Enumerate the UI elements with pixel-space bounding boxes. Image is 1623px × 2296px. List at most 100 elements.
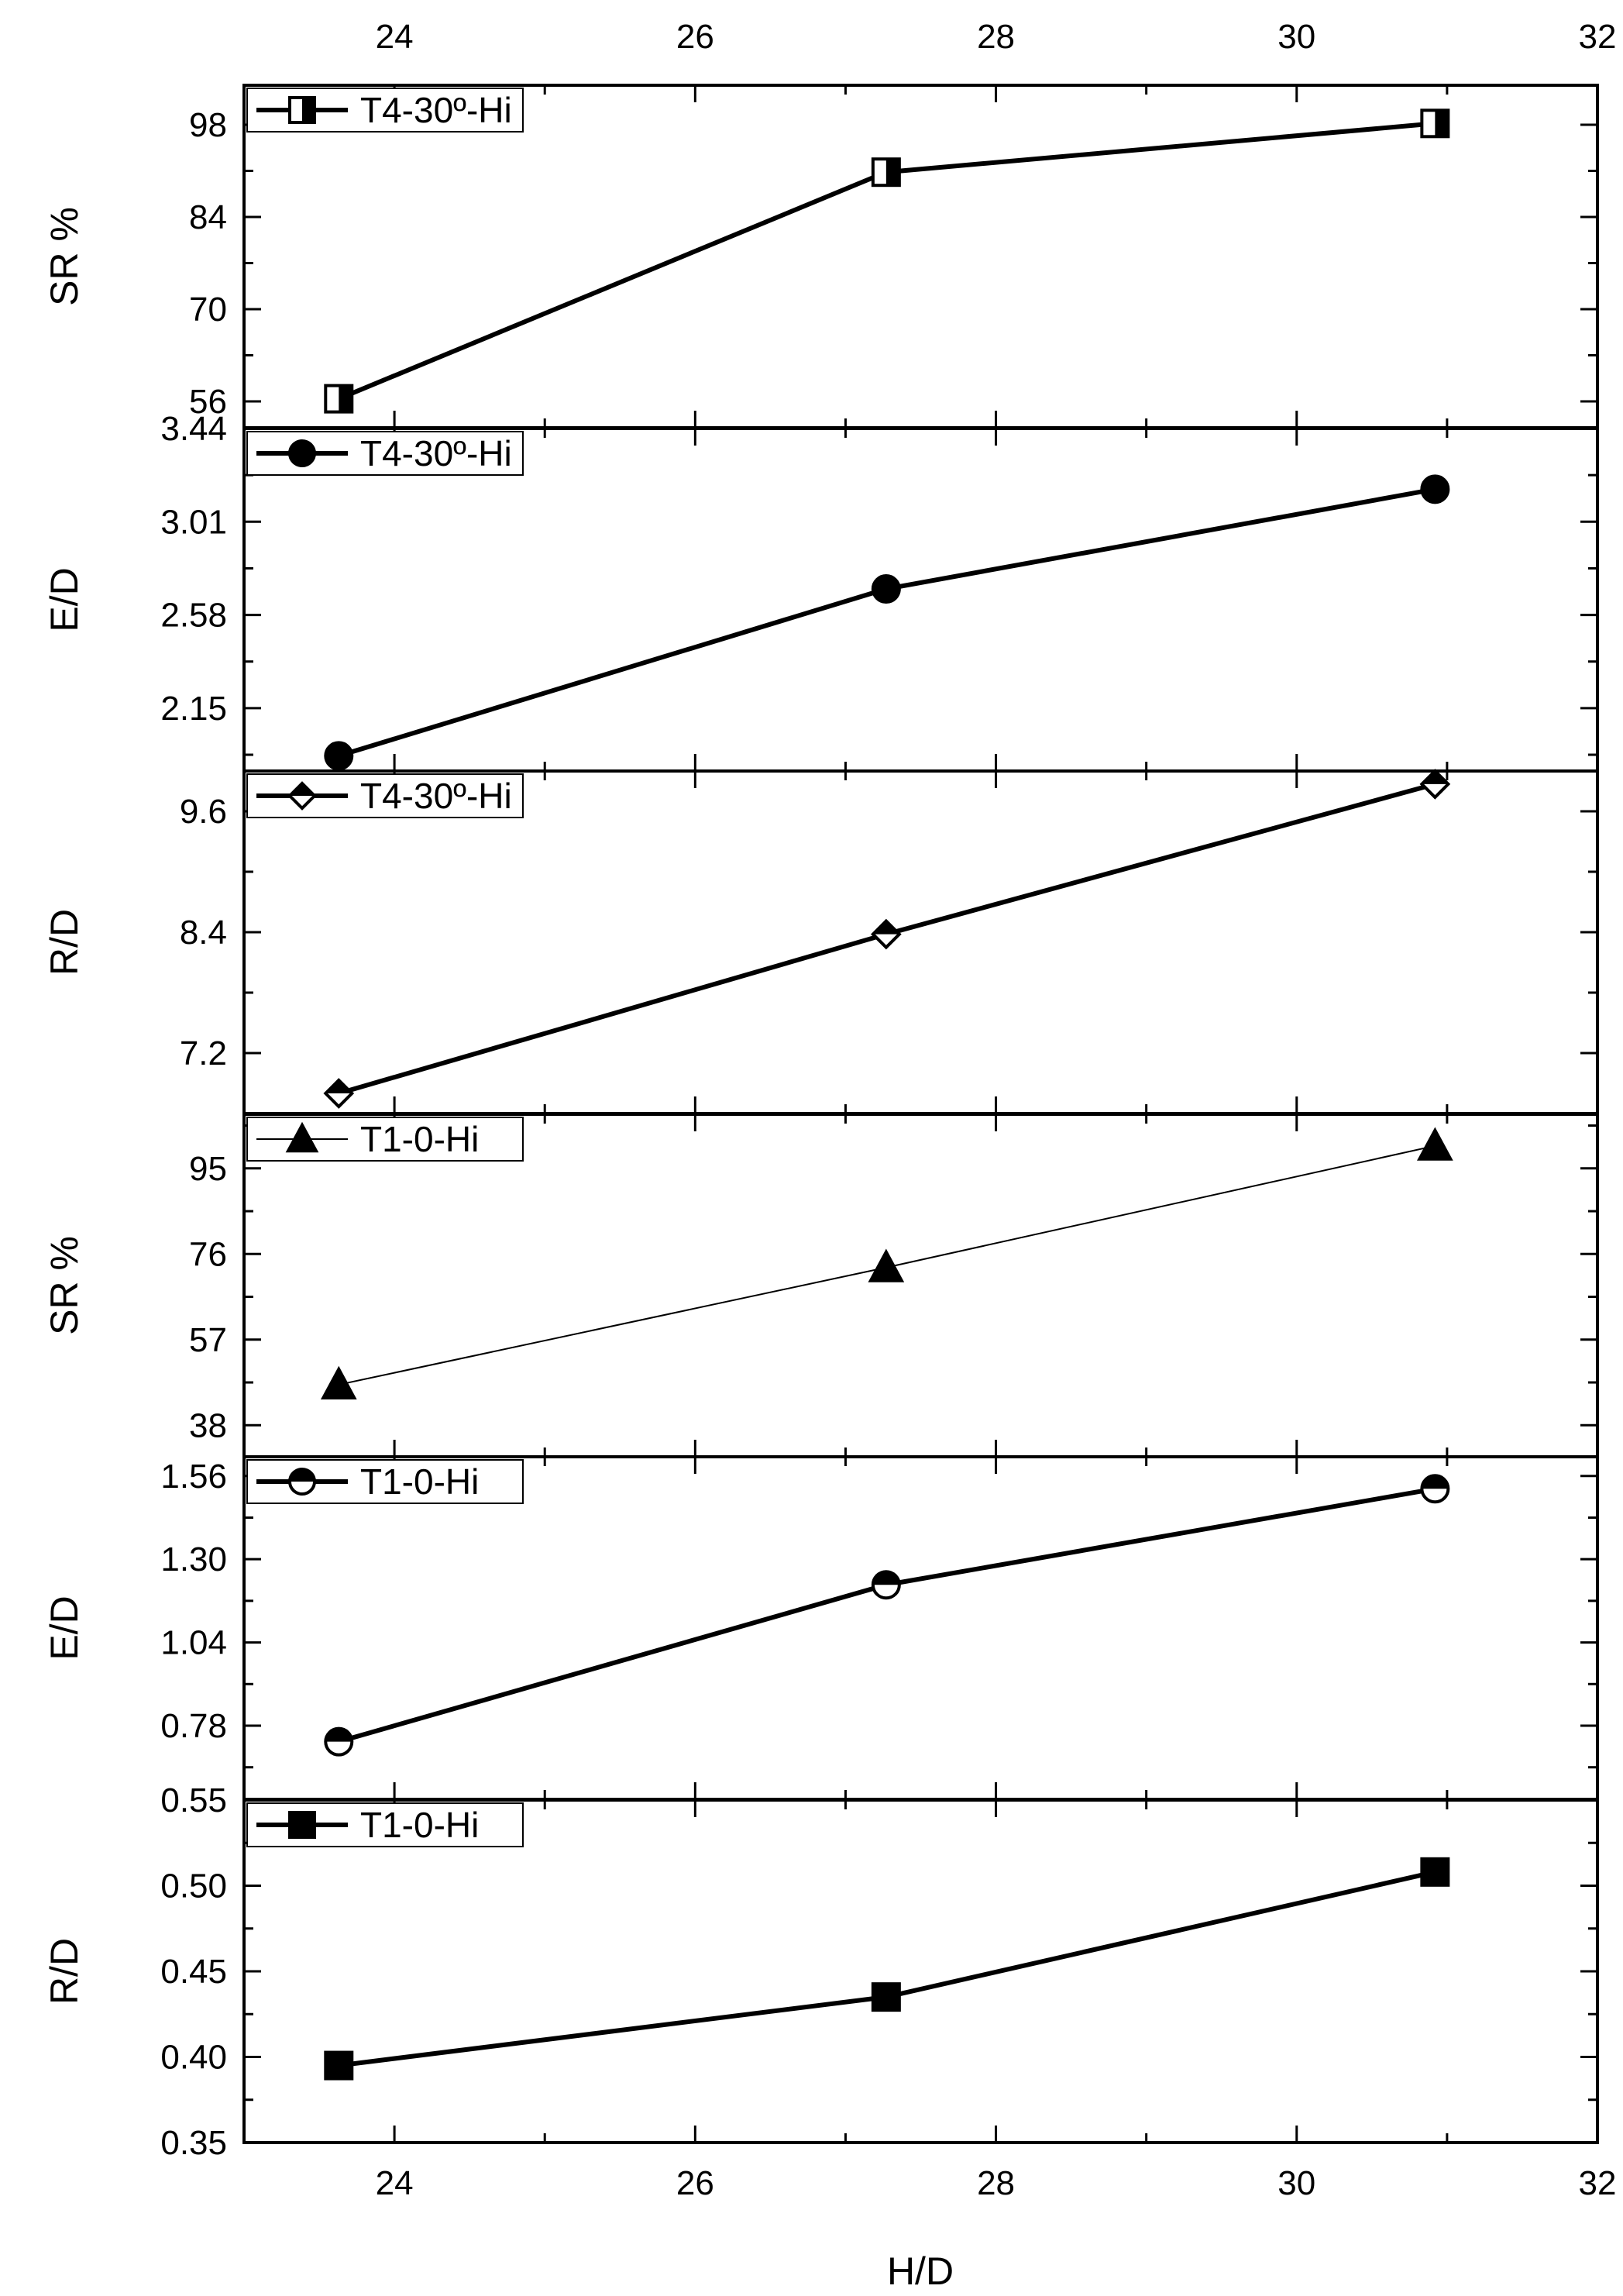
y-tick-label: 70 <box>189 291 227 329</box>
y-tick-label: 56 <box>189 383 227 421</box>
x-tick-label-top: 28 <box>977 18 1015 56</box>
y-tick-label: 95 <box>189 1150 227 1188</box>
legend-marker <box>288 96 316 124</box>
y-axis-title: R/D <box>43 909 86 976</box>
data-point <box>871 1982 901 2012</box>
data-point <box>871 918 902 950</box>
legend-marker <box>285 1121 319 1153</box>
top-x-axis: 24 26 28 30 32 <box>376 18 1617 56</box>
y-tick-label: 98 <box>189 106 227 144</box>
y-axis-title: SR % <box>43 207 86 306</box>
y-tick-label: 2.15 <box>160 690 227 728</box>
legend-label: T1-0-Hi <box>360 1805 479 1845</box>
legend-label: T4-30º-Hi <box>360 90 512 130</box>
data-point <box>868 1248 905 1282</box>
data-point <box>1420 1474 1450 1504</box>
x-axis-title: H/D <box>887 2250 954 2293</box>
data-point <box>1417 1127 1453 1161</box>
legend-marker <box>288 1811 316 1839</box>
x-tick-label-bottom: 26 <box>676 2164 714 2202</box>
series-line <box>338 1486 1436 1744</box>
panel-frame <box>242 1455 1599 1801</box>
data-point <box>1420 108 1450 139</box>
chart-panels: 56 70 84 98 SR % T4-30º-Hi 2.15 2.58 3.01 3.44 E/D… <box>43 84 1599 2162</box>
y-tick-label: 0.40 <box>160 2039 227 2077</box>
y-axis-ticks <box>244 123 1597 403</box>
legend-marker <box>288 1468 316 1496</box>
y-tick-label: 1.56 <box>160 1458 227 1496</box>
data-point <box>324 741 354 771</box>
legend-label: T1-0-Hi <box>360 1119 479 1159</box>
legend-box <box>246 1117 524 1162</box>
bottom-x-axis: 24 26 28 30 32 <box>376 2164 1617 2202</box>
data-point <box>871 574 901 604</box>
data-point <box>1420 1857 1450 1887</box>
x-axis-ticks <box>242 85 1599 428</box>
y-axis-ticks <box>244 1475 1597 1769</box>
data-point <box>324 1726 354 1757</box>
x-tick-label-bottom: 32 <box>1579 2164 1617 2202</box>
legend: T4-30º-Hi <box>246 431 524 476</box>
y-axis-title: E/D <box>43 1595 86 1660</box>
x-tick-label-top: 24 <box>376 18 414 56</box>
data-point <box>871 1570 901 1600</box>
data-point <box>324 2050 354 2081</box>
y-tick-label: 9.6 <box>180 793 227 831</box>
panel-4: 38 57 76 95 SR % T1-0-Hi <box>43 1113 1599 1458</box>
y-axis-ticks <box>244 427 1597 756</box>
y-tick-label: 8.4 <box>180 914 227 952</box>
x-tick-label-bottom: 24 <box>376 2164 414 2202</box>
legend: T1-0-Hi <box>246 1117 524 1162</box>
data-point <box>1419 769 1451 800</box>
data-point <box>871 157 901 188</box>
x-tick-label-top: 32 <box>1579 18 1617 56</box>
x-axis-ticks <box>242 1114 1599 1457</box>
y-tick-label: 0.45 <box>160 1953 227 1991</box>
y-axis-title: E/D <box>43 567 86 632</box>
y-tick-label: 84 <box>189 198 227 236</box>
panel-2: 2.15 2.58 3.01 3.44 E/D T4-30º-Hi <box>43 410 1599 773</box>
legend-label: T4-30º-Hi <box>360 433 512 473</box>
y-axis-title: SR % <box>43 1236 86 1335</box>
y-tick-label: 0.78 <box>160 1707 227 1745</box>
y-tick-label: 0.35 <box>160 2124 227 2162</box>
y-axis-ticks <box>244 810 1597 1115</box>
legend-label: T4-30º-Hi <box>360 776 512 816</box>
x-tick-label-top: 30 <box>1277 18 1315 56</box>
y-tick-label: 2.58 <box>160 597 227 635</box>
y-tick-label: 3.44 <box>160 410 227 448</box>
x-tick-label-bottom: 30 <box>1277 2164 1315 2202</box>
y-axis-title: R/D <box>43 1938 86 2005</box>
legend: T1-0-Hi <box>246 1459 524 1504</box>
y-tick-label: 7.2 <box>180 1034 227 1072</box>
x-axis-ticks <box>242 429 1599 771</box>
x-axis-ticks <box>242 1800 1599 2143</box>
y-tick-label: 57 <box>189 1321 227 1359</box>
panel-3: 7.2 8.4 9.6 R/D T4-30º-Hi <box>43 769 1599 1115</box>
panel-6: 0.35 0.40 0.45 0.50 0.55 R/D T1-0-Hi <box>43 1781 1599 2162</box>
y-tick-label: 1.30 <box>160 1540 227 1578</box>
x-tick-label-bottom: 28 <box>977 2164 1015 2202</box>
legend: T1-0-Hi <box>246 1802 524 1847</box>
panel-5: 0.78 1.04 1.30 1.56 E/D T1-0-Hi <box>43 1455 1599 1801</box>
panel-frame <box>242 84 1599 429</box>
data-point <box>323 1078 355 1109</box>
series-line <box>338 1869 1436 2068</box>
y-tick-label: 38 <box>189 1406 227 1444</box>
panel-1: 56 70 84 98 SR % T4-30º-Hi <box>43 84 1599 429</box>
panel-frame <box>242 1799 1599 2144</box>
legend-label: T1-0-Hi <box>360 1461 479 1502</box>
y-tick-label: 0.55 <box>160 1781 227 1819</box>
y-tick-label: 3.01 <box>160 503 227 541</box>
panel-frame <box>242 427 1599 773</box>
y-tick-label: 76 <box>189 1235 227 1273</box>
y-axis-ticks <box>244 1124 1597 1427</box>
x-axis-ticks <box>242 1457 1599 1799</box>
data-point <box>320 1365 357 1399</box>
panel-frame <box>242 1113 1599 1458</box>
series-line <box>338 487 1436 759</box>
y-axis-ticks <box>244 1799 1597 2144</box>
legend: T4-30º-Hi <box>246 88 524 133</box>
legend: T4-30º-Hi <box>246 773 524 818</box>
